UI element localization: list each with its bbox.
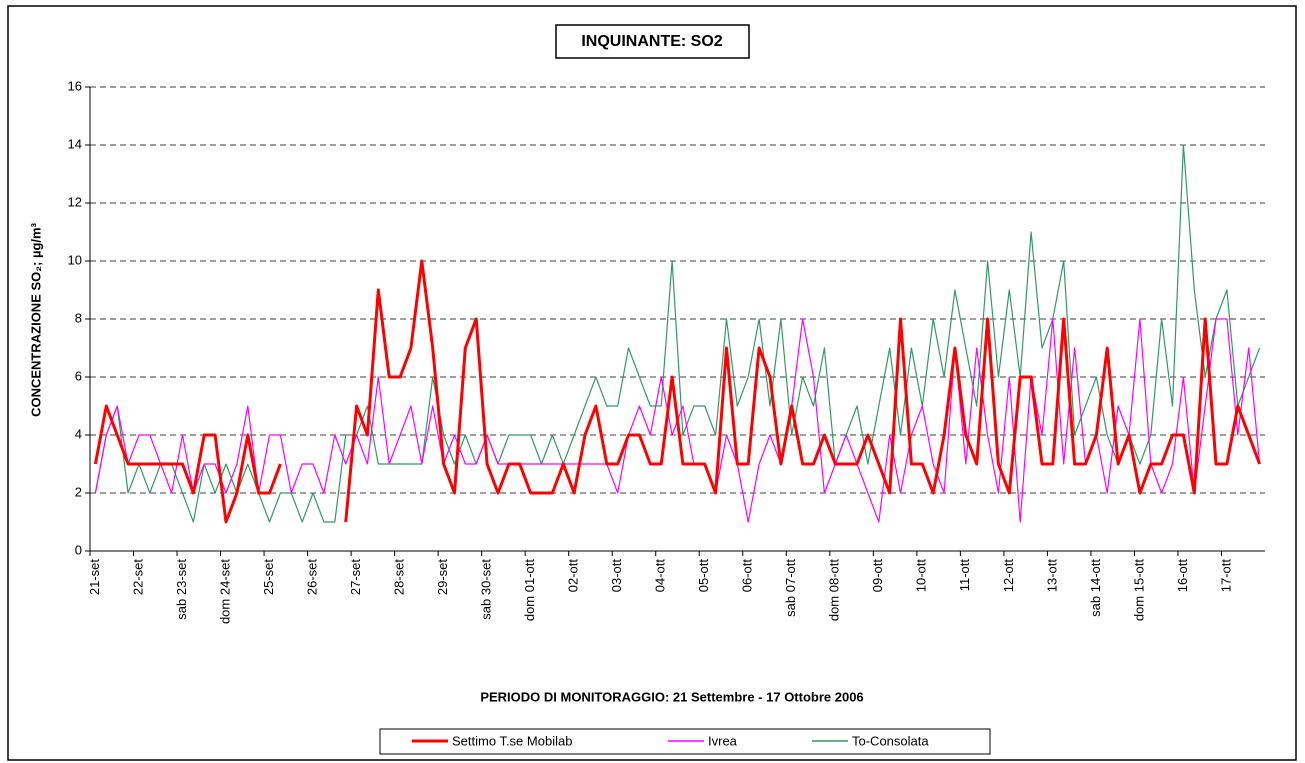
series-line xyxy=(93,259,1262,524)
y-tick-label: 14 xyxy=(68,136,82,151)
legend-label: Ivrea xyxy=(708,733,738,748)
y-tick-label: 10 xyxy=(68,252,82,267)
x-tick-label: dom 01-ott xyxy=(522,559,537,622)
x-tick-label: sab 23-set xyxy=(174,559,189,620)
x-tick-label: 25-set xyxy=(261,559,276,596)
x-tick-label: 16-ott xyxy=(1175,559,1190,593)
y-tick-label: 8 xyxy=(75,310,82,325)
x-tick-label: 13-ott xyxy=(1044,559,1059,593)
y-tick-label: 16 xyxy=(68,78,82,93)
title-box xyxy=(555,24,750,59)
x-tick-label: 21-set xyxy=(87,559,102,596)
x-tick-label: 27-set xyxy=(348,559,363,596)
x-tick-label: 28-set xyxy=(392,559,407,596)
x-tick-label: 05-ott xyxy=(696,559,711,593)
x-tick-label: 04-ott xyxy=(653,559,668,593)
x-tick-label: 29-set xyxy=(435,559,450,596)
x-tick-label: dom 15-ott xyxy=(1131,559,1146,622)
chart-title: INQUINANTE: SO2 xyxy=(581,33,722,50)
x-tick-label: 12-ott xyxy=(1001,559,1016,593)
x-tick-label: sab 14-ott xyxy=(1088,559,1103,617)
x-tick-label: dom 08-ott xyxy=(827,559,842,622)
series-line xyxy=(94,144,1261,523)
x-tick-label: sab 30-set xyxy=(479,559,494,620)
legend-label: Settimo T.se Mobilab xyxy=(452,733,572,748)
chart-border xyxy=(7,5,1297,761)
x-tick-label: 10-ott xyxy=(914,559,929,593)
y-tick-label: 2 xyxy=(75,484,82,499)
y-tick-label: 12 xyxy=(68,194,82,209)
y-tick-label: 6 xyxy=(75,368,82,383)
x-tick-label: 26-set xyxy=(304,559,319,596)
x-tick-label: 09-ott xyxy=(870,559,885,593)
x-tick-label: 06-ott xyxy=(740,559,755,593)
y-tick-label: 4 xyxy=(75,426,82,441)
y-axis-label: CONCENTRAZIONE SO₂; µg/m³ xyxy=(28,222,43,416)
y-tick-label: 0 xyxy=(75,542,82,557)
x-tick-label: dom 24-set xyxy=(217,559,232,624)
x-tick-label: 22-set xyxy=(130,559,145,596)
x-tick-label: 17-ott xyxy=(1218,559,1233,593)
x-tick-label: 03-ott xyxy=(609,559,624,593)
x-tick-label: 11-ott xyxy=(957,559,972,592)
x-tick-label: sab 07-ott xyxy=(783,559,798,617)
x-tick-label: 02-ott xyxy=(566,559,581,593)
x-axis-label: PERIODO DI MONITORAGGIO: 21 Settembre - … xyxy=(480,689,863,704)
legend-label: To-Consolata xyxy=(852,733,929,748)
